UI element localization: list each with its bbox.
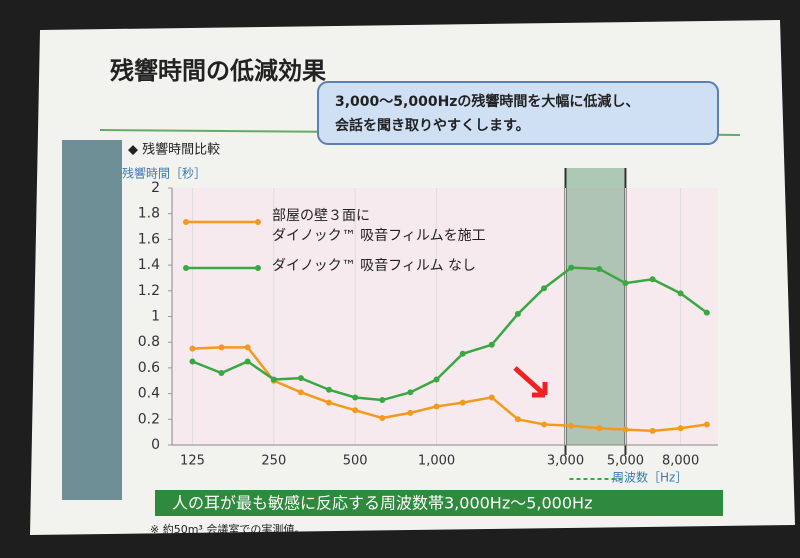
highlight-band — [565, 168, 626, 445]
y-tick-label: 1 — [151, 309, 160, 325]
point — [433, 403, 440, 410]
point — [541, 421, 548, 428]
callout-line: 3,000〜5,000Hzの残響時間を大幅に低減し、 — [335, 93, 639, 110]
legend-marker — [183, 219, 189, 225]
footnote: ※ 約50m³ 会議室での実測値。 — [150, 522, 305, 536]
point — [703, 309, 710, 316]
point — [622, 280, 629, 287]
y-tick-label: 1.6 — [138, 231, 160, 247]
point — [270, 376, 277, 383]
point — [379, 415, 386, 422]
x-tick-label: 500 — [343, 454, 368, 469]
point — [649, 427, 656, 434]
legend-label: 部屋の壁３面に ダイノック™ 吸音フィルムを施工 — [272, 208, 486, 244]
point — [514, 310, 521, 317]
point — [677, 290, 684, 297]
point — [514, 416, 521, 423]
point — [568, 264, 575, 271]
point — [488, 394, 495, 401]
x-axis-label: 周波数［Hz］ — [612, 470, 687, 485]
series-line — [192, 266, 708, 402]
arrow — [513, 366, 548, 398]
point — [459, 399, 466, 406]
y-tick-label: 0.8 — [138, 334, 160, 350]
point — [352, 407, 359, 414]
y-tick-label: 2 — [151, 180, 160, 196]
point — [622, 426, 629, 433]
point — [189, 345, 196, 352]
y-axis-label: 残響時間［秒］ — [122, 166, 206, 181]
point — [407, 409, 414, 416]
x-tick-label: 3,000 — [547, 454, 584, 469]
point — [703, 421, 710, 428]
point — [352, 394, 359, 401]
slide-title: 残響時間の低減効果 — [110, 57, 326, 85]
section-title: ◆ 残響時間比較 — [128, 142, 220, 158]
plot-area — [172, 188, 718, 445]
legend-marker — [183, 265, 189, 271]
banner: 人の耳が最も敏感に反応する周波数帯3,000Hz〜5,000Hz — [172, 494, 592, 513]
legend-marker — [255, 219, 261, 225]
legend-label: ダイノック™ 吸音フィルム なし — [272, 258, 477, 274]
point — [189, 358, 196, 365]
point — [325, 386, 332, 393]
point — [218, 370, 225, 377]
point — [407, 389, 414, 396]
x-tick-label: 8,000 — [662, 454, 699, 469]
y-tick-label: 0.4 — [138, 386, 160, 402]
x-tick-label: 250 — [261, 454, 286, 469]
point — [218, 344, 225, 351]
point — [677, 425, 684, 432]
y-tick-label: 0 — [151, 437, 160, 453]
point — [459, 350, 466, 357]
point — [297, 389, 304, 396]
y-tick-label: 0.6 — [138, 360, 160, 376]
point — [649, 276, 656, 283]
point — [325, 399, 332, 406]
y-tick-label: 1.4 — [138, 257, 160, 273]
x-tick-label: 5,000 — [607, 454, 644, 469]
y-tick-label: 1.2 — [138, 283, 160, 299]
point — [244, 358, 251, 365]
side-photo — [62, 140, 122, 500]
point — [541, 285, 548, 292]
point — [244, 344, 251, 351]
point — [568, 422, 575, 429]
point — [596, 265, 603, 272]
callout-box — [317, 81, 719, 145]
x-tick-label: 125 — [180, 454, 205, 469]
banner-box — [155, 490, 723, 516]
point — [596, 425, 603, 432]
y-tick-label: 1.8 — [138, 206, 160, 222]
point — [488, 341, 495, 348]
point — [297, 375, 304, 382]
y-tick-label: 0.2 — [138, 411, 160, 427]
point — [379, 397, 386, 404]
x-tick-label: 1,000 — [418, 454, 455, 469]
callout-line: 会話を聞き取りやすくします。 — [335, 117, 530, 134]
legend-marker — [255, 265, 261, 271]
series-line — [192, 346, 707, 433]
point — [433, 376, 440, 383]
